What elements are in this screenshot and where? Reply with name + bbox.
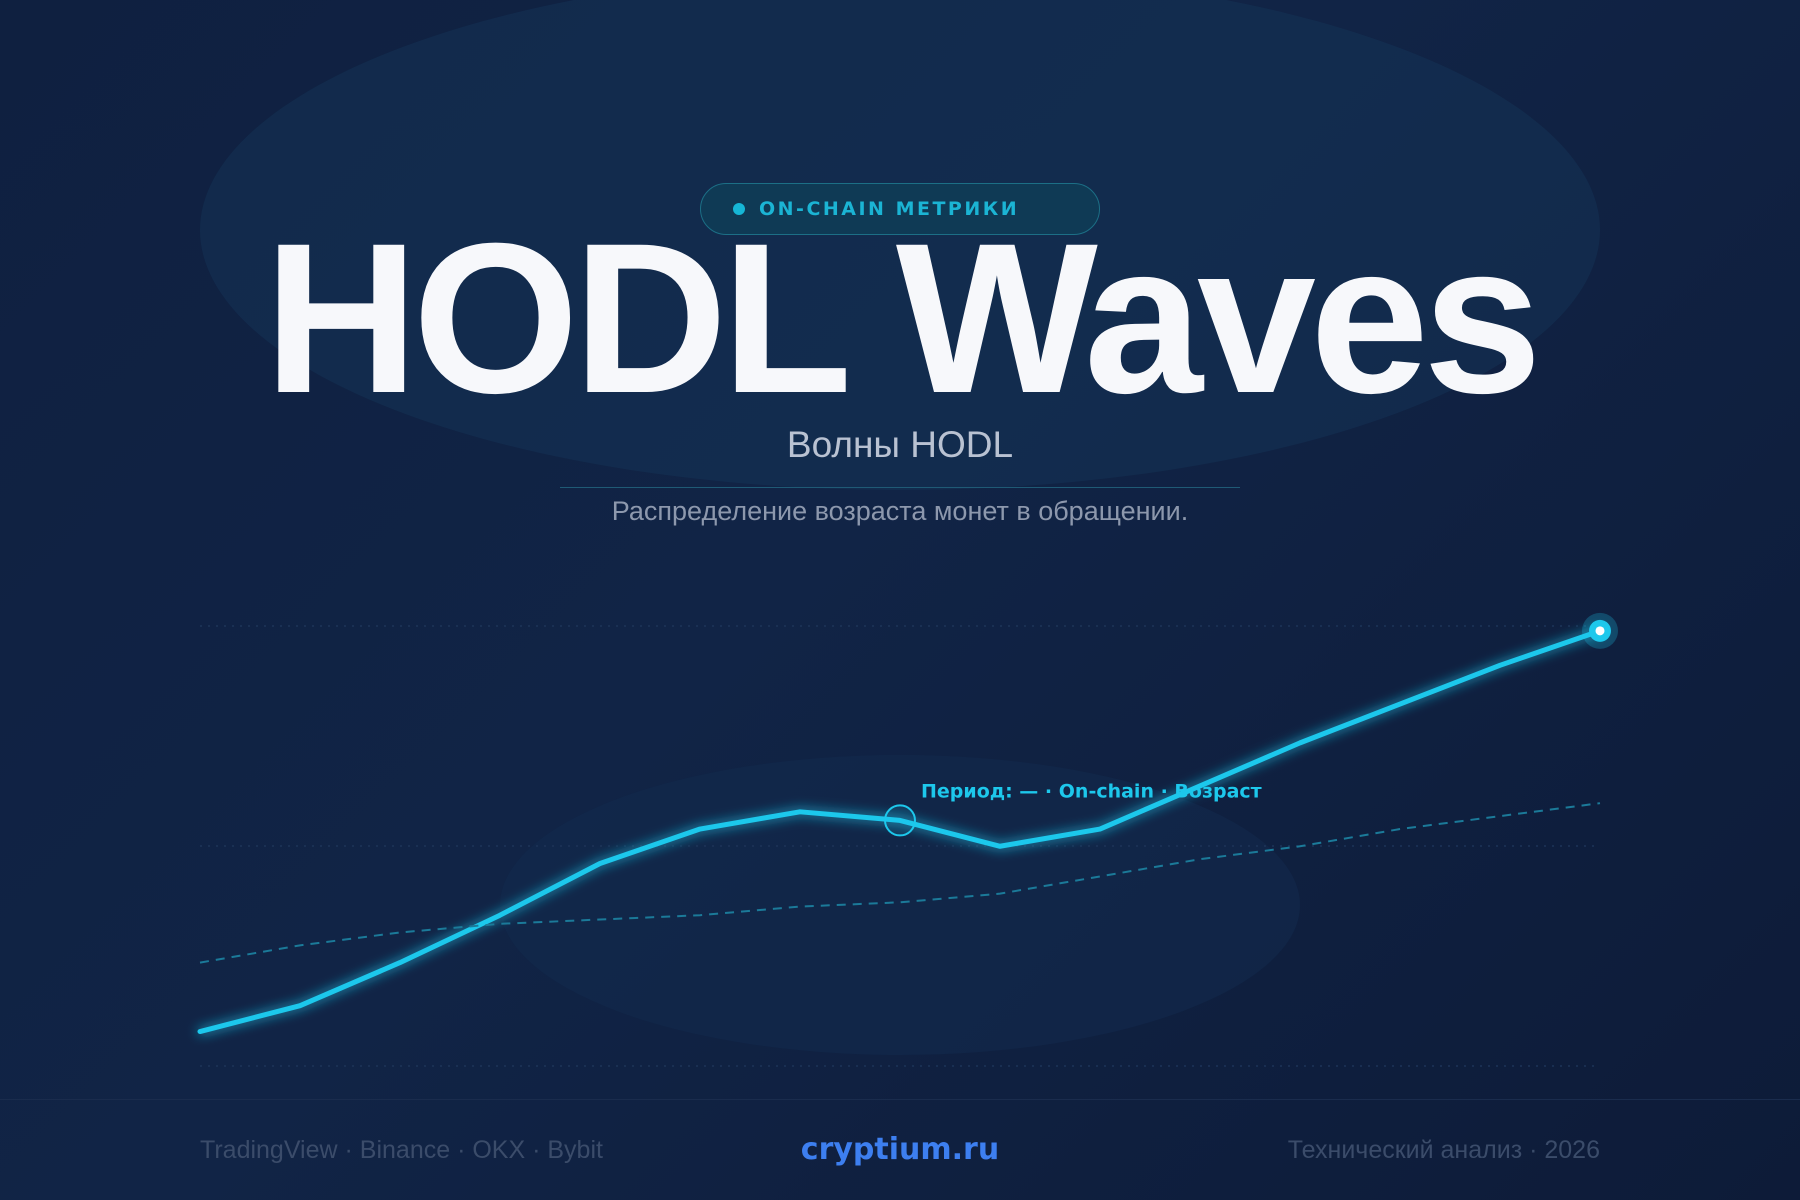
series-line-secondary <box>199 802 1601 964</box>
annotation-point-marker <box>884 804 916 837</box>
footer-brand-link[interactable]: cryptium.ru <box>800 1132 1000 1167</box>
category-badge: ON-CHAIN МЕТРИКИ <box>700 183 1100 235</box>
footer-caption: Технический анализ · 2026 <box>1287 1136 1600 1164</box>
title-divider <box>560 487 1240 488</box>
badge-label: ON-CHAIN МЕТРИКИ <box>759 198 1020 220</box>
series-line-primary <box>197 628 1603 1035</box>
page-subtitle: Волны HODL <box>786 424 1014 465</box>
page-description: Распределение возраста монет в обращении… <box>611 496 1189 526</box>
footer-sources: TradingView · Binance · OKX · Bybit <box>200 1136 603 1164</box>
footer-divider <box>0 1099 1800 1100</box>
background-glow-top <box>200 0 1600 490</box>
page-title: HODL Waves <box>264 199 1542 438</box>
chart-annotation-label: Период: — · On-chain · Возраст <box>921 780 1262 802</box>
end-point-dot <box>1595 626 1605 636</box>
badge-dot-icon <box>733 203 745 215</box>
